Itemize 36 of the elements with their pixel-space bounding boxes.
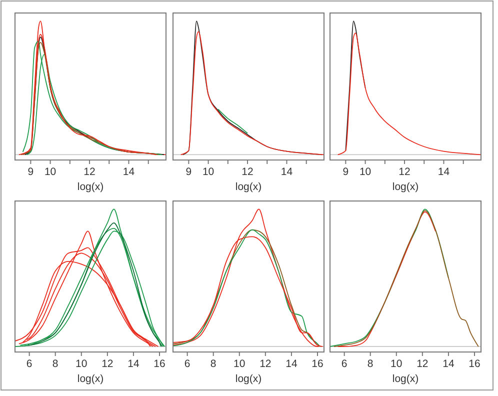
x-tick-label: 10	[44, 166, 56, 178]
x-tick-label: 6	[26, 358, 32, 370]
x-tick-label: 12	[84, 166, 96, 178]
x-tick-label: 16	[312, 358, 324, 370]
x-tick-label: 6	[184, 358, 190, 370]
x-axis-title: log(x)	[392, 181, 419, 193]
x-tick-label: 12	[242, 166, 254, 178]
x-tick-label: 10	[76, 358, 88, 370]
x-tick-label: 8	[367, 358, 374, 370]
x-tick-label: 12	[416, 358, 428, 370]
x-tick-label: 12	[398, 166, 411, 178]
x-tick-label: 16	[154, 358, 166, 370]
x-axis-title: log(x)	[235, 373, 262, 385]
x-tick-label: 10	[390, 358, 402, 370]
x-tick-label: 14	[122, 166, 135, 178]
x-tick-label: 14	[438, 166, 450, 178]
x-tick-label: 12	[102, 358, 114, 370]
x-tick-label: 9	[186, 166, 192, 178]
x-tick-label: 14	[286, 358, 298, 370]
x-tick-label: 14	[128, 358, 140, 370]
x-axis-title: log(x)	[392, 373, 419, 385]
x-tick-label: 14	[442, 358, 454, 370]
x-tick-label: 10	[359, 166, 372, 178]
x-tick-label: 10	[202, 166, 214, 178]
x-axis-title: log(x)	[235, 181, 262, 193]
x-tick-label: 10	[234, 358, 246, 370]
x-axis-title: log(x)	[77, 181, 104, 193]
x-tick-label: 8	[52, 358, 58, 370]
x-tick-label: 9	[28, 166, 34, 178]
x-tick-label: 14	[280, 166, 293, 178]
x-axis-title: log(x)	[77, 373, 104, 385]
x-tick-label: 8	[210, 358, 216, 370]
x-tick-label: 9	[342, 166, 349, 178]
x-tick-label: 12	[260, 358, 272, 370]
x-tick-label: 16	[468, 358, 480, 370]
x-tick-label: 6	[341, 358, 348, 370]
